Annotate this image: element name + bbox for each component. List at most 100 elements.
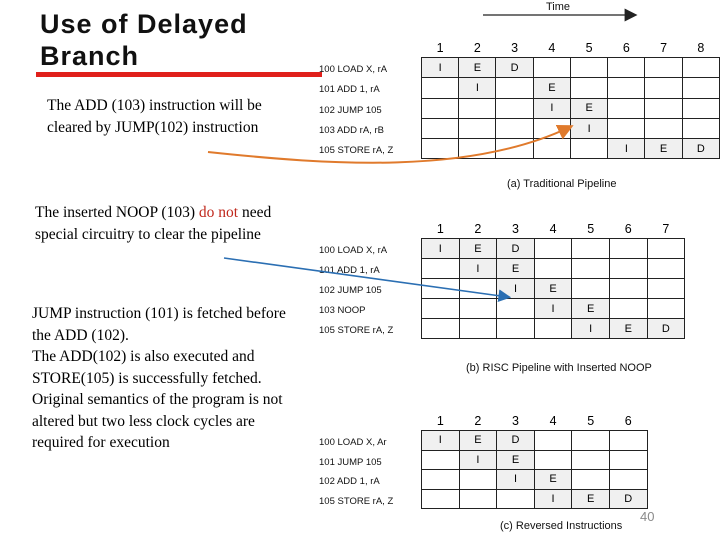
empty-cell <box>608 278 648 299</box>
empty-cell <box>571 278 610 299</box>
instruction-label: 103 NOOP <box>319 305 366 316</box>
empty-cell <box>608 469 648 490</box>
empty-cell <box>608 430 648 451</box>
note-reversed: JUMP instruction (101) is fetched before… <box>32 303 292 454</box>
stage-cell: E <box>571 488 610 509</box>
arrow-orange <box>207 124 574 164</box>
empty-cell <box>421 488 460 509</box>
instruction-label: 100 LOAD X, rA <box>319 64 388 75</box>
note-inserted-noop: The inserted NOOP (103) do not need spec… <box>35 202 295 245</box>
empty-cell <box>532 56 571 79</box>
empty-cell <box>421 258 460 279</box>
stage-cell: D <box>681 138 720 160</box>
empty-cell <box>608 449 648 470</box>
empty-cell <box>681 97 720 119</box>
empty-cell <box>607 77 646 99</box>
stage-cell: E <box>458 56 497 79</box>
empty-cell <box>495 77 534 99</box>
stage-cell: E <box>458 430 498 451</box>
stage-cell: I <box>421 430 460 451</box>
empty-cell <box>458 488 498 509</box>
stage-cell: I <box>569 117 609 140</box>
instruction-label: 100 LOAD X, Ar <box>319 437 387 448</box>
empty-cell <box>608 298 648 319</box>
note-noop-part-2: need special circuitry to clear the pipe… <box>35 204 272 243</box>
empty-cell <box>569 56 609 79</box>
arrow-blue <box>223 257 512 303</box>
title-line-1: Use of Delayed <box>40 9 248 39</box>
stage-cell: D <box>495 56 534 79</box>
empty-cell <box>496 488 535 509</box>
instruction-label: 102 ADD 1, rA <box>319 476 380 487</box>
empty-cell <box>571 430 610 451</box>
empty-cell <box>421 469 460 490</box>
stage-cell: E <box>458 238 498 259</box>
instruction-label: 100 LOAD X, rA <box>319 245 388 256</box>
note-reversed-line-1: JUMP instruction (101) is fetched before… <box>32 305 286 344</box>
pipeline-caption: (c) Reversed Instructions <box>500 520 623 532</box>
note-reversed-line-2: The ADD(102) is also executed and STORE(… <box>32 348 262 387</box>
empty-cell <box>644 77 683 99</box>
stage-cell: E <box>533 278 573 299</box>
empty-cell <box>681 56 720 79</box>
empty-cell <box>646 298 686 319</box>
stage-cell: E <box>533 469 573 490</box>
stage-cell: D <box>646 318 686 339</box>
empty-cell <box>681 117 720 140</box>
empty-cell <box>533 318 573 339</box>
stage-cell: E <box>644 138 683 160</box>
note-noop-part-1: The inserted NOOP (103) <box>35 204 199 221</box>
instruction-label: 103 ADD rA, rB <box>319 124 384 136</box>
empty-cell <box>607 117 646 140</box>
empty-cell <box>458 117 497 140</box>
note-reversed-line-3: Original semantics of the program is not… <box>32 391 283 451</box>
empty-cell <box>646 278 686 299</box>
stage-cell: I <box>533 488 573 509</box>
empty-cell <box>532 138 571 160</box>
note-noop-emphasis: do not <box>198 204 239 221</box>
empty-cell <box>421 318 460 339</box>
page-number: 40 <box>640 509 655 524</box>
stage-cell: I <box>533 298 573 319</box>
instruction-label: 101 JUMP 105 <box>319 456 382 468</box>
pipeline-caption: (b) RISC Pipeline with Inserted NOOP <box>466 362 652 374</box>
stage-cell: I <box>571 318 610 339</box>
empty-cell <box>496 318 535 339</box>
stage-cell: E <box>496 449 535 470</box>
empty-cell <box>607 56 646 79</box>
instruction-label: 105 STORE rA, Z <box>319 325 394 336</box>
empty-cell <box>644 56 683 79</box>
stage-cell: I <box>458 77 497 99</box>
stage-cell: E <box>571 298 610 319</box>
empty-cell <box>533 238 573 259</box>
instruction-label: 102 JUMP 105 <box>319 285 382 296</box>
instruction-label: 101 ADD 1, rA <box>319 265 380 276</box>
empty-cell <box>569 138 609 160</box>
stage-cell: D <box>496 238 535 259</box>
time-label: Time <box>546 1 571 13</box>
empty-cell <box>533 449 573 470</box>
empty-cell <box>646 258 686 279</box>
instruction-label: 105 STORE rA, Z <box>319 495 394 507</box>
empty-cell <box>496 298 535 319</box>
instruction-label: 105 STORE rA, Z <box>319 145 394 157</box>
note-add-cleared: The ADD (103) instruction will be cleare… <box>47 97 262 136</box>
pipeline-caption: (a) Traditional Pipeline <box>507 178 617 190</box>
empty-cell <box>495 97 534 119</box>
empty-cell <box>607 97 646 119</box>
slide-title: Use of Delayed Branch <box>40 8 248 72</box>
instruction-label: 101 ADD 1, rA <box>319 84 380 96</box>
stage-cell: I <box>458 258 498 279</box>
